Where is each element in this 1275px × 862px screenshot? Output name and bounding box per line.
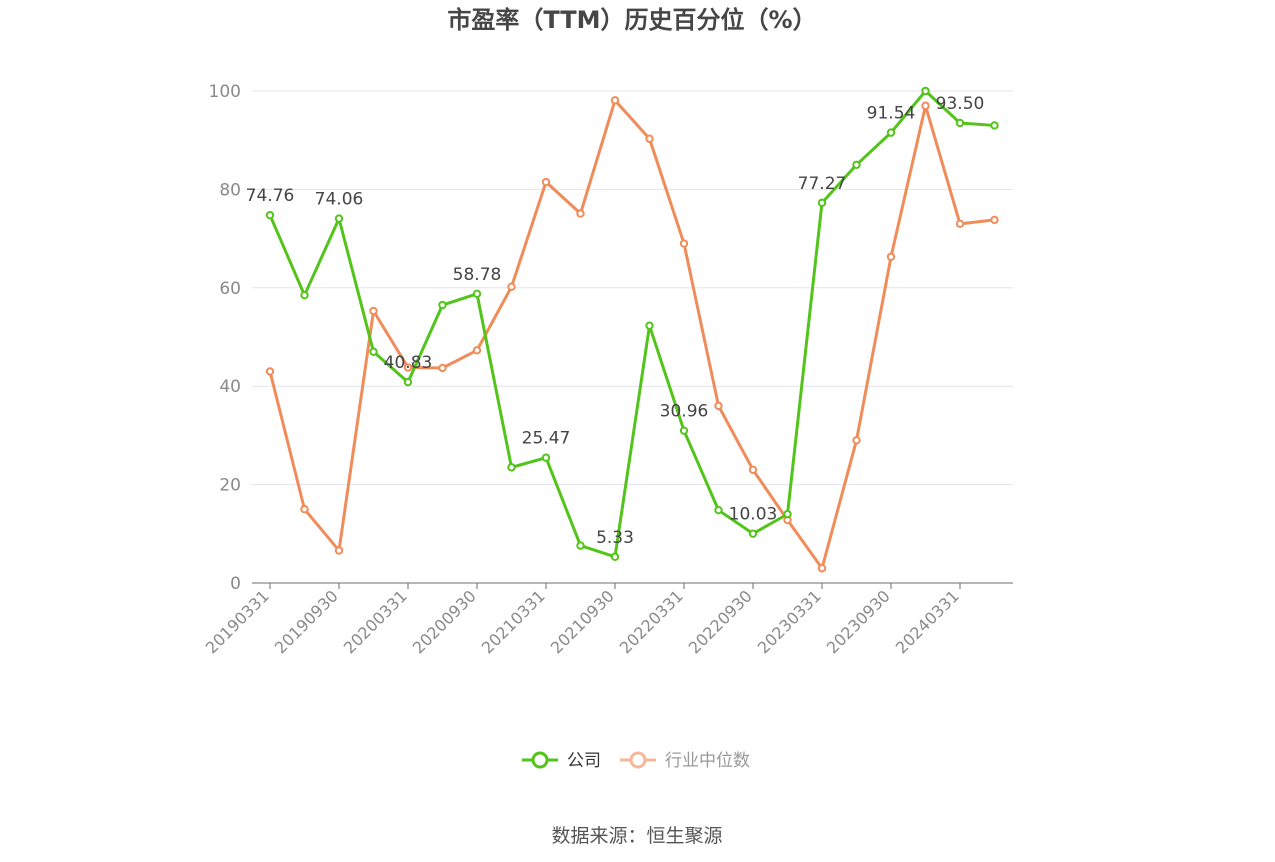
data-point-company[interactable]	[472, 289, 482, 299]
y-tick-label: 0	[230, 574, 241, 594]
data-point-company[interactable]	[610, 552, 620, 561]
x-tick-label: 20190331	[202, 586, 273, 657]
x-tick-label: 20220930	[685, 586, 756, 657]
series-line-industry	[268, 98, 996, 570]
x-tick-label: 20210331	[478, 586, 549, 657]
data-labels: 74.76 74.06 40.83 58.78 25.47 5.33 30.96 10.03 7…	[246, 94, 985, 548]
data-point-industry[interactable]	[645, 134, 654, 143]
x-tick-label: 20200331	[340, 586, 411, 657]
x-tick-label: 20200930	[409, 586, 480, 657]
x-tick-label: 20230930	[823, 586, 894, 657]
data-point-company[interactable]	[300, 290, 309, 300]
x-tick-label: 20240331	[892, 586, 963, 657]
y-tick-label: 60	[219, 279, 241, 299]
data-label: 74.76	[246, 186, 295, 206]
grid-lines	[252, 90, 1013, 486]
data-point-company[interactable]	[265, 210, 275, 220]
data-label: 77.27	[798, 174, 847, 194]
data-point-company[interactable]	[990, 121, 999, 130]
legend-company-marker	[531, 751, 549, 769]
source-note: 数据来源：恒生聚源	[551, 825, 722, 847]
data-label: 74.06	[315, 190, 364, 210]
data-label: 30.96	[660, 402, 709, 422]
data-point-company[interactable]	[714, 505, 723, 515]
y-tick-label: 100	[209, 82, 241, 102]
x-tick-label: 20210930	[547, 586, 618, 657]
x-tick-label: 20230331	[754, 586, 825, 657]
data-point-company[interactable]	[748, 529, 758, 538]
data-point-industry[interactable]	[472, 346, 482, 355]
data-point-industry[interactable]	[403, 363, 413, 372]
data-point-industry[interactable]	[990, 215, 999, 225]
data-point-company[interactable]	[852, 160, 861, 170]
data-point-industry[interactable]	[714, 401, 723, 411]
legend-industry-label: 行业中位数	[665, 751, 750, 771]
y-tick-label: 20	[219, 476, 241, 496]
data-point-company[interactable]	[886, 128, 896, 137]
data-point-industry[interactable]	[817, 564, 827, 573]
data-point-industry[interactable]	[438, 363, 447, 373]
data-label: 25.47	[522, 429, 571, 449]
legend-industry-marker	[629, 751, 647, 769]
chart-title: 市盈率（TTM）历史百分位（%）	[447, 6, 816, 34]
data-point-company[interactable]	[921, 86, 930, 96]
data-point-industry[interactable]	[679, 239, 689, 248]
data-point-industry[interactable]	[610, 96, 620, 105]
y-tick-label: 40	[219, 377, 241, 397]
data-label: 93.50	[936, 94, 985, 114]
legend-item-company[interactable]: 公司	[522, 751, 601, 771]
data-point-industry[interactable]	[748, 465, 758, 475]
data-label: 58.78	[453, 265, 502, 285]
data-point-industry[interactable]	[576, 209, 585, 218]
data-point-company[interactable]	[955, 118, 965, 128]
series-line-company	[268, 89, 996, 559]
data-point-industry[interactable]	[507, 282, 516, 292]
series-lines	[265, 86, 999, 573]
data-point-company[interactable]	[507, 463, 516, 472]
data-label: 10.03	[729, 505, 778, 525]
data-label: 5.33	[596, 528, 634, 548]
data-point-company[interactable]	[817, 198, 827, 208]
data-point-industry[interactable]	[955, 219, 965, 229]
data-point-company[interactable]	[541, 453, 551, 462]
data-point-company[interactable]	[679, 426, 689, 435]
data-point-industry[interactable]	[334, 546, 344, 555]
data-point-industry[interactable]	[852, 436, 861, 445]
legend-company-label: 公司	[567, 751, 601, 771]
data-label: 91.54	[867, 104, 916, 124]
data-point-company[interactable]	[576, 541, 585, 550]
data-label: 40.83	[384, 353, 433, 373]
data-point-industry[interactable]	[369, 306, 378, 316]
data-point-company[interactable]	[645, 321, 654, 330]
data-point-company[interactable]	[334, 214, 344, 223]
data-point-company[interactable]	[783, 509, 792, 519]
data-point-industry[interactable]	[265, 367, 275, 376]
data-point-industry[interactable]	[300, 505, 309, 514]
data-point-industry[interactable]	[541, 177, 551, 187]
data-point-industry[interactable]	[921, 101, 930, 110]
data-point-company[interactable]	[438, 300, 447, 310]
legend: 公司 行业中位数	[522, 751, 750, 771]
data-point-company[interactable]	[403, 377, 413, 387]
legend-item-industry[interactable]: 行业中位数	[620, 751, 750, 771]
x-tick-label: 20190930	[271, 586, 342, 657]
x-tick-label: 20220331	[616, 586, 687, 657]
axes: 0 20 40 60 80 100 2019033120190930202003312020…	[202, 82, 1013, 657]
data-point-industry[interactable]	[886, 252, 896, 262]
y-tick-label: 80	[219, 180, 241, 200]
data-point-company[interactable]	[369, 347, 378, 356]
